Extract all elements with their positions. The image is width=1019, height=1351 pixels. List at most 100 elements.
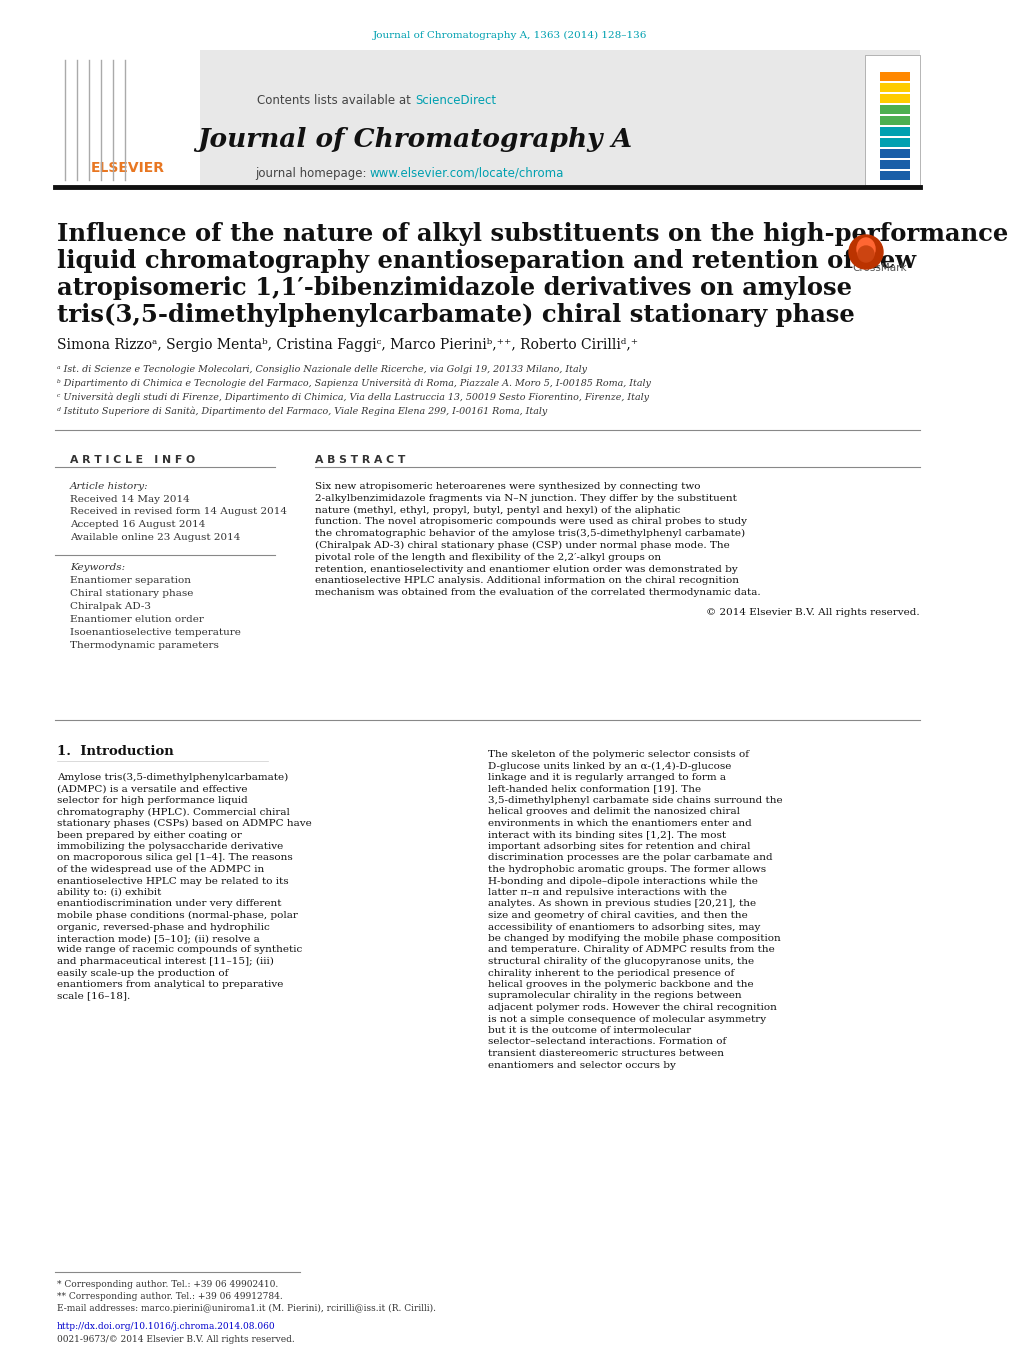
Text: mechanism was obtained from the evaluation of the correlated thermodynamic data.: mechanism was obtained from the evaluati…: [315, 588, 760, 597]
Text: the hydrophobic aromatic groups. The former allows: the hydrophobic aromatic groups. The for…: [487, 865, 765, 874]
Bar: [879, 82, 909, 92]
Text: environments in which the enantiomers enter and: environments in which the enantiomers en…: [487, 819, 751, 828]
Text: of the widespread use of the ADMPC in: of the widespread use of the ADMPC in: [57, 865, 264, 874]
Text: the chromatographic behavior of the amylose tris(3,5-dimethylphenyl carbamate): the chromatographic behavior of the amyl…: [315, 530, 745, 538]
Text: size and geometry of chiral cavities, and then the: size and geometry of chiral cavities, an…: [487, 911, 747, 920]
Text: ** Corresponding author. Tel.: +39 06 49912784.: ** Corresponding author. Tel.: +39 06 49…: [57, 1292, 282, 1301]
Bar: [879, 116, 909, 126]
Text: 1.  Introduction: 1. Introduction: [57, 744, 173, 758]
Text: Chiralpak AD-3: Chiralpak AD-3: [70, 603, 151, 611]
Text: chromatography (HPLC). Commercial chiral: chromatography (HPLC). Commercial chiral: [57, 808, 289, 816]
Text: pivotal role of the length and flexibility of the 2,2′-alkyl groups on: pivotal role of the length and flexibili…: [315, 553, 660, 562]
Text: interaction mode) [5–10]; (ii) resolve a: interaction mode) [5–10]; (ii) resolve a: [57, 934, 260, 943]
Text: interact with its binding sites [1,2]. The most: interact with its binding sites [1,2]. T…: [487, 831, 726, 839]
Text: ᶜ Università degli studi di Firenze, Dipartimento di Chimica, Via della Lastrucc: ᶜ Università degli studi di Firenze, Dip…: [57, 393, 648, 403]
Circle shape: [857, 246, 873, 262]
Text: Received 14 May 2014: Received 14 May 2014: [70, 494, 190, 504]
Text: chirality inherent to the periodical presence of: chirality inherent to the periodical pre…: [487, 969, 734, 978]
Text: helical grooves and delimit the nanosized chiral: helical grooves and delimit the nanosize…: [487, 808, 739, 816]
Text: enantioselective HPLC analysis. Additional information on the chiral recognition: enantioselective HPLC analysis. Addition…: [315, 577, 739, 585]
Text: http://dx.doi.org/10.1016/j.chroma.2014.08.060: http://dx.doi.org/10.1016/j.chroma.2014.…: [57, 1323, 275, 1331]
Text: supramolecular chirality in the regions between: supramolecular chirality in the regions …: [487, 992, 741, 1001]
Bar: [55, 50, 919, 185]
Text: (Chiralpak AD-3) chiral stationary phase (CSP) under normal phase mode. The: (Chiralpak AD-3) chiral stationary phase…: [315, 540, 729, 550]
Text: left-handed helix conformation [19]. The: left-handed helix conformation [19]. The: [487, 785, 700, 793]
Bar: [55, 50, 200, 185]
Text: linkage and it is regularly arranged to form a: linkage and it is regularly arranged to …: [487, 773, 726, 782]
Bar: [879, 159, 909, 169]
Text: Received in revised form 14 August 2014: Received in revised form 14 August 2014: [70, 508, 286, 516]
Text: adjacent polymer rods. However the chiral recognition: adjacent polymer rods. However the chira…: [487, 1002, 776, 1012]
Text: but it is the outcome of intermolecular: but it is the outcome of intermolecular: [487, 1025, 691, 1035]
Text: structural chirality of the glucopyranose units, the: structural chirality of the glucopyranos…: [487, 957, 753, 966]
Text: ᵇ Dipartimento di Chimica e Tecnologie del Farmaco, Sapienza Università di Roma,: ᵇ Dipartimento di Chimica e Tecnologie d…: [57, 380, 650, 389]
Text: function. The novel atropisomeric compounds were used as chiral probes to study: function. The novel atropisomeric compou…: [315, 517, 746, 527]
Text: Influence of the nature of alkyl substituents on the high-performance: Influence of the nature of alkyl substit…: [57, 222, 1007, 246]
Text: Chiral stationary phase: Chiral stationary phase: [70, 589, 194, 598]
Bar: [879, 127, 909, 136]
Bar: [879, 138, 909, 147]
Text: discrimination processes are the polar carbamate and: discrimination processes are the polar c…: [487, 854, 771, 862]
Text: Available online 23 August 2014: Available online 23 August 2014: [70, 532, 240, 542]
Text: (ADMPC) is a versatile and effective: (ADMPC) is a versatile and effective: [57, 785, 248, 793]
Text: www.elsevier.com/locate/chroma: www.elsevier.com/locate/chroma: [370, 166, 564, 180]
Text: Article history:: Article history:: [70, 482, 149, 490]
Text: Journal of Chromatography A: Journal of Chromatography A: [198, 127, 632, 153]
Text: easily scale-up the production of: easily scale-up the production of: [57, 969, 228, 978]
Text: ELSEVIER: ELSEVIER: [91, 161, 165, 176]
Text: scale [16–18].: scale [16–18].: [57, 992, 130, 1001]
Text: The skeleton of the polymeric selector consists of: The skeleton of the polymeric selector c…: [487, 750, 748, 759]
Text: mobile phase conditions (normal-phase, polar: mobile phase conditions (normal-phase, p…: [57, 911, 298, 920]
Text: E-mail addresses: marco.pierini@uniroma1.it (M. Pierini), rcirilli@iss.it (R. Ci: E-mail addresses: marco.pierini@uniroma1…: [57, 1304, 435, 1313]
Text: accessibility of enantiomers to adsorbing sites, may: accessibility of enantiomers to adsorbin…: [487, 923, 759, 931]
Text: Keywords:: Keywords:: [70, 563, 125, 571]
Text: 0021-9673/© 2014 Elsevier B.V. All rights reserved.: 0021-9673/© 2014 Elsevier B.V. All right…: [57, 1335, 294, 1344]
Text: Thermodynamic parameters: Thermodynamic parameters: [70, 640, 219, 650]
Text: tris(3,5-dimethylphenylcarbamate) chiral stationary phase: tris(3,5-dimethylphenylcarbamate) chiral…: [57, 303, 854, 327]
Ellipse shape: [856, 238, 874, 259]
Text: CrossMark: CrossMark: [852, 263, 907, 273]
Text: Contents lists available at: Contents lists available at: [257, 93, 415, 107]
Bar: [879, 95, 909, 103]
Text: Simona Rizzoᵃ, Sergio Mentaᵇ, Cristina Faggiᶜ, Marco Pieriniᵇ,⁺⁺, Roberto Cirill: Simona Rizzoᵃ, Sergio Mentaᵇ, Cristina F…: [57, 338, 638, 353]
Text: be changed by modifying the mobile phase composition: be changed by modifying the mobile phase…: [487, 934, 780, 943]
Bar: [864, 55, 919, 185]
Text: retention, enantioselectivity and enantiomer elution order was demonstrated by: retention, enantioselectivity and enanti…: [315, 565, 737, 574]
Text: Journal of Chromatography A, 1363 (2014) 128–136: Journal of Chromatography A, 1363 (2014)…: [373, 31, 646, 39]
Text: ScienceDirect: ScienceDirect: [415, 93, 495, 107]
Text: atropisomeric 1,1′-bibenzimidazole derivatives on amylose: atropisomeric 1,1′-bibenzimidazole deriv…: [57, 276, 851, 300]
Text: 3,5-dimethylphenyl carbamate side chains surround the: 3,5-dimethylphenyl carbamate side chains…: [487, 796, 782, 805]
Text: enantiomers and selector occurs by: enantiomers and selector occurs by: [487, 1061, 676, 1070]
Text: Isoenantioselective temperature: Isoenantioselective temperature: [70, 628, 240, 638]
Text: journal homepage:: journal homepage:: [255, 166, 370, 180]
Text: been prepared by either coating or: been prepared by either coating or: [57, 831, 242, 839]
Text: enantiomers from analytical to preparative: enantiomers from analytical to preparati…: [57, 979, 283, 989]
Text: ability to: (i) exhibit: ability to: (i) exhibit: [57, 888, 161, 897]
Text: transient diastereomeric structures between: transient diastereomeric structures betw…: [487, 1048, 723, 1058]
Text: A R T I C L E   I N F O: A R T I C L E I N F O: [70, 455, 195, 465]
Text: * Corresponding author. Tel.: +39 06 49902410.: * Corresponding author. Tel.: +39 06 499…: [57, 1279, 278, 1289]
Text: selector–selectand interactions. Formation of: selector–selectand interactions. Formati…: [487, 1038, 726, 1047]
Text: selector for high performance liquid: selector for high performance liquid: [57, 796, 248, 805]
Text: and temperature. Chirality of ADMPC results from the: and temperature. Chirality of ADMPC resu…: [487, 946, 774, 955]
Text: D-glucose units linked by an α-(1,4)-D-glucose: D-glucose units linked by an α-(1,4)-D-g…: [487, 762, 731, 770]
Text: 2-alkylbenzimidazole fragments via N–N junction. They differ by the substituent: 2-alkylbenzimidazole fragments via N–N j…: [315, 494, 736, 503]
Bar: [879, 105, 909, 113]
Text: ᵈ Istituto Superiore di Sanità, Dipartimento del Farmaco, Viale Regina Elena 299: ᵈ Istituto Superiore di Sanità, Dipartim…: [57, 407, 547, 416]
Text: nature (methyl, ethyl, propyl, butyl, pentyl and hexyl) of the aliphatic: nature (methyl, ethyl, propyl, butyl, pe…: [315, 505, 680, 515]
Text: important adsorbing sites for retention and chiral: important adsorbing sites for retention …: [487, 842, 750, 851]
Bar: [879, 72, 909, 81]
Text: analytes. As shown in previous studies [20,21], the: analytes. As shown in previous studies […: [487, 900, 755, 908]
Text: enantiodiscrimination under very different: enantiodiscrimination under very differe…: [57, 900, 281, 908]
Text: immobilizing the polysaccharide derivative: immobilizing the polysaccharide derivati…: [57, 842, 283, 851]
Text: stationary phases (CSPs) based on ADMPC have: stationary phases (CSPs) based on ADMPC …: [57, 819, 312, 828]
Text: enantioselective HPLC may be related to its: enantioselective HPLC may be related to …: [57, 877, 288, 885]
Text: © 2014 Elsevier B.V. All rights reserved.: © 2014 Elsevier B.V. All rights reserved…: [706, 608, 919, 617]
Text: Accepted 16 August 2014: Accepted 16 August 2014: [70, 520, 205, 530]
Text: A B S T R A C T: A B S T R A C T: [315, 455, 405, 465]
Circle shape: [848, 235, 882, 269]
Bar: [879, 149, 909, 158]
Text: Six new atropisomeric heteroarenes were synthesized by connecting two: Six new atropisomeric heteroarenes were …: [315, 482, 700, 490]
Text: and pharmaceutical interest [11–15]; (iii): and pharmaceutical interest [11–15]; (ii…: [57, 957, 274, 966]
Text: Amylose tris(3,5-dimethylphenylcarbamate): Amylose tris(3,5-dimethylphenylcarbamate…: [57, 773, 288, 782]
